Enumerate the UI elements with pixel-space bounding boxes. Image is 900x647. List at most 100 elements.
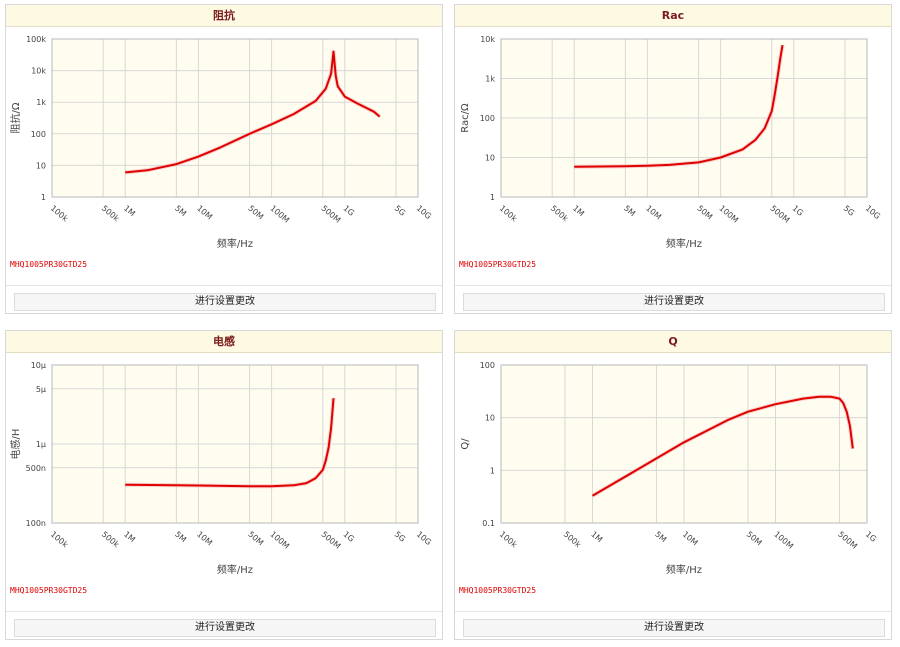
x-tick-label: 10G bbox=[415, 530, 433, 547]
impedance-chart: 100k 500k 1M 5M 10M 50M 100M 500M 1G 5G 10G 1 10 100 1… bbox=[9, 35, 433, 250]
x-tick-label: 1M bbox=[122, 204, 137, 219]
x-tick-label: 10M bbox=[681, 530, 700, 548]
divider bbox=[455, 285, 891, 286]
y-tick-label: 100 bbox=[31, 130, 46, 139]
x-tick-label: 1G bbox=[342, 530, 356, 544]
inductance-panel: 电感 100k 500k 1M 5M 10M 50M 100M 500M 1G 5G 10G 100n… bbox=[5, 330, 443, 640]
x-tick-label: 500M bbox=[319, 204, 342, 225]
chart-title: 电感 bbox=[6, 331, 442, 353]
series-line bbox=[125, 398, 335, 488]
y-tick-label: 10μ bbox=[31, 361, 46, 370]
y-tick-label: 100 bbox=[480, 361, 495, 370]
x-tick-label: 100M bbox=[717, 204, 740, 225]
rac-chart: 100k 500k 1M 5M 10M 50M 100M 500M 1G 5G 10G 1 10 100 1… bbox=[460, 35, 882, 250]
x-axis-label: 频率/Hz bbox=[217, 237, 253, 250]
rac-panel: Rac 100k 500k 1M 5M 10M 50M 100M 500M 1G 5G 10G 1 10… bbox=[454, 4, 892, 314]
inductance-chart: 100k 500k 1M 5M 10M 50M 100M 500M 1G 5G 10G 100n 500… bbox=[9, 361, 433, 576]
x-tick-label: 1M bbox=[571, 204, 586, 219]
y-tick-label: 10 bbox=[485, 154, 495, 163]
x-tick-label: 5M bbox=[173, 530, 188, 545]
impedance-panel: 阻抗 100k 500k 1M 5M 10M 50M 100M 500M 1G 5G 10G 1 10 1… bbox=[5, 4, 443, 314]
y-axis-label: 电感/H bbox=[9, 429, 22, 460]
divider bbox=[6, 611, 442, 612]
chart-title: Rac bbox=[455, 5, 891, 27]
y-axis-label: Q/ bbox=[460, 438, 471, 450]
settings-change-button[interactable]: 进行设置更改 bbox=[463, 293, 885, 311]
x-tick-label: 500k bbox=[100, 204, 121, 224]
x-tick-label: 50M bbox=[695, 204, 714, 222]
part-number-label: MHQ1005PR30GTD25 bbox=[459, 586, 537, 595]
y-axis-label: 阻抗/Ω bbox=[9, 102, 22, 133]
x-axis-label: 频率/Hz bbox=[666, 237, 702, 250]
y-tick-label: 100 bbox=[480, 114, 495, 123]
x-tick-label: 1M bbox=[589, 530, 604, 545]
x-tick-label: 500M bbox=[768, 204, 791, 225]
plot-border bbox=[500, 38, 868, 198]
plot-area bbox=[52, 39, 418, 197]
x-tick-label: 5M bbox=[622, 204, 637, 219]
y-tick-label: 100k bbox=[26, 35, 46, 44]
chart-title: Q bbox=[455, 331, 891, 353]
series-line bbox=[574, 44, 784, 168]
y-tick-label: 1k bbox=[485, 75, 495, 84]
y-tick-label: 10k bbox=[31, 67, 46, 76]
x-tick-label: 500k bbox=[562, 530, 583, 550]
x-tick-label: 50M bbox=[745, 530, 764, 548]
x-tick-label: 5G bbox=[393, 530, 407, 544]
x-tick-label: 5G bbox=[842, 204, 856, 218]
plot-border bbox=[51, 364, 419, 524]
q-panel: Q 100k 500k 1M 5M 10M 50M 100M 500M 1G 0.1 1 10 100 频… bbox=[454, 330, 892, 640]
series-line bbox=[125, 50, 381, 174]
y-tick-label: 10 bbox=[36, 161, 46, 170]
y-tick-label: 1μ bbox=[36, 440, 46, 449]
part-number-label: MHQ1005PR30GTD25 bbox=[10, 586, 88, 595]
y-axis-label: Rac/Ω bbox=[460, 103, 471, 133]
x-tick-label: 5M bbox=[173, 204, 188, 219]
x-axis-label: 频率/Hz bbox=[666, 563, 702, 576]
x-axis-label: 频率/Hz bbox=[217, 563, 253, 576]
x-tick-label: 500M bbox=[836, 530, 859, 551]
x-tick-label: 50M bbox=[246, 204, 265, 222]
part-number-label: MHQ1005PR30GTD25 bbox=[10, 260, 88, 269]
y-tick-label: 100n bbox=[26, 519, 46, 528]
y-tick-label: 5μ bbox=[36, 385, 46, 394]
y-tick-label: 500n bbox=[26, 464, 46, 473]
y-tick-label: 10 bbox=[485, 414, 495, 423]
divider bbox=[6, 285, 442, 286]
x-tick-label: 10G bbox=[415, 204, 433, 221]
x-tick-label: 10G bbox=[864, 204, 882, 221]
x-tick-label: 500k bbox=[100, 530, 121, 550]
plot-border bbox=[51, 38, 419, 198]
x-tick-label: 10M bbox=[195, 204, 214, 222]
divider bbox=[455, 611, 891, 612]
x-tick-label: 1G bbox=[791, 204, 805, 218]
x-tick-label: 100k bbox=[498, 530, 519, 550]
x-tick-label: 500M bbox=[319, 530, 342, 551]
y-tick-label: 1 bbox=[490, 193, 495, 202]
x-tick-label: 100M bbox=[772, 530, 795, 551]
y-tick-label: 1 bbox=[41, 193, 46, 202]
x-tick-label: 10M bbox=[644, 204, 663, 222]
x-tick-label: 5M bbox=[653, 530, 668, 545]
chart-title: 阻抗 bbox=[6, 5, 442, 27]
y-tick-label: 10k bbox=[480, 35, 495, 44]
series-line bbox=[591, 395, 854, 497]
x-tick-label: 50M bbox=[246, 530, 265, 548]
x-tick-label: 10M bbox=[195, 530, 214, 548]
x-tick-label: 1G bbox=[864, 530, 878, 544]
x-tick-label: 5G bbox=[393, 204, 407, 218]
x-tick-label: 500k bbox=[549, 204, 570, 224]
part-number-label: MHQ1005PR30GTD25 bbox=[459, 260, 537, 269]
settings-change-button[interactable]: 进行设置更改 bbox=[14, 293, 436, 311]
x-tick-label: 1G bbox=[342, 204, 356, 218]
x-tick-label: 100k bbox=[49, 530, 70, 550]
plot-border bbox=[500, 364, 868, 524]
y-tick-label: 0.1 bbox=[482, 519, 495, 528]
x-tick-label: 100k bbox=[498, 204, 519, 224]
settings-change-button[interactable]: 进行设置更改 bbox=[14, 619, 436, 637]
settings-change-button[interactable]: 进行设置更改 bbox=[463, 619, 885, 637]
y-tick-label: 1k bbox=[36, 98, 46, 107]
x-tick-label: 100M bbox=[268, 204, 291, 225]
y-tick-label: 1 bbox=[490, 466, 495, 475]
x-tick-label: 1M bbox=[122, 530, 137, 545]
